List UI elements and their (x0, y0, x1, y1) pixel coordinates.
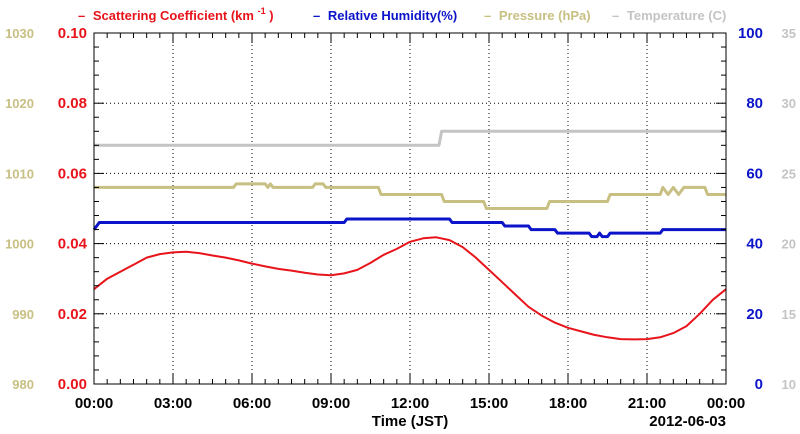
humidity-tick-label: 80 (746, 95, 763, 112)
series-layer (92, 129, 727, 341)
x-tick-label: 21:00 (628, 395, 666, 412)
x-axis-date: 2012-06-03 (649, 413, 726, 430)
pressure-tick-label: 1010 (5, 166, 34, 181)
scattering-axis-labels: 0.00 0.02 0.04 0.06 0.08 0.10 (58, 25, 88, 393)
legend-humidity-label: Relative Humidity(%) (328, 8, 457, 23)
pressure-tick-label: 1020 (5, 96, 34, 111)
legend-scattering: – Scattering Coefficient (km -1 ) (78, 2, 274, 23)
x-tick-label: 12:00 (391, 395, 429, 412)
temperature-tick-label: 25 (782, 166, 796, 181)
legend-temperature-label: Temperature (C) (627, 8, 726, 23)
pressure-series-line (94, 182, 726, 210)
x-tick-label: 06:00 (233, 395, 271, 412)
x-axis-tick-labels: 00:00 03:00 06:00 09:00 12:00 15:00 18:00 21:00… (75, 395, 745, 412)
scattering-tick-label: 0.02 (58, 306, 87, 323)
x-axis-title: Time (JST) (372, 413, 448, 430)
x-tick-label: 00:00 (75, 395, 113, 412)
pressure-axis-labels: 980 990 1000 1010 1020 1030 (5, 26, 34, 392)
scattering-tick-label: 0.00 (58, 376, 87, 393)
humidity-tick-label: 40 (746, 236, 763, 253)
legend-pressure-label: Pressure (hPa) (499, 8, 591, 23)
temperature-series-line (94, 129, 726, 147)
x-tick-label: 15:00 (470, 395, 508, 412)
legend-humidity-dash: – (313, 8, 320, 23)
scattering-series-line (93, 236, 727, 341)
legend-temperature-dash: – (612, 8, 619, 23)
scattering-tick-label: 0.04 (58, 236, 88, 253)
humidity-tick-label: 100 (738, 25, 763, 42)
scattering-tick-label: 0.06 (58, 165, 87, 182)
x-tick-label: 00:00 (707, 395, 745, 412)
legend-scattering-suffix: ) (269, 8, 273, 23)
ticks (93, 32, 727, 385)
pressure-tick-label: 1000 (5, 237, 34, 252)
scattering-tick-label: 0.10 (58, 25, 87, 42)
temperature-tick-label: 10 (782, 377, 796, 392)
temperature-tick-label: 15 (782, 307, 796, 322)
temperature-tick-label: 30 (782, 96, 796, 111)
legend-scattering-dash: – (78, 8, 85, 23)
pressure-tick-label: 1030 (5, 26, 34, 41)
humidity-series-line (92, 217, 726, 239)
x-tick-label: 03:00 (154, 395, 192, 412)
pressure-tick-label: 990 (12, 307, 34, 322)
legend-humidity: – Relative Humidity(%) (313, 8, 457, 23)
legend-scattering-prefix: Scattering Coefficient (km (93, 8, 254, 23)
legend-pressure: – Pressure (hPa) (484, 8, 591, 23)
pressure-tick-label: 980 (12, 377, 34, 392)
legend-temperature: – Temperature (C) (612, 8, 726, 23)
temperature-axis-labels: 10 15 20 25 30 35 (782, 26, 796, 392)
grid (94, 33, 726, 384)
humidity-axis-labels: 0 20 40 60 80 100 (738, 25, 763, 393)
scattering-tick-label: 0.08 (58, 95, 87, 112)
temperature-tick-label: 20 (782, 237, 796, 252)
humidity-tick-label: 0 (755, 376, 763, 393)
temperature-tick-label: 35 (782, 26, 796, 41)
x-tick-label: 18:00 (549, 395, 587, 412)
humidity-tick-label: 20 (746, 306, 763, 323)
legend-scattering-sup: -1 (258, 6, 266, 16)
x-tick-label: 09:00 (312, 395, 350, 412)
legend-pressure-dash: – (484, 8, 491, 23)
humidity-tick-label: 60 (746, 165, 763, 182)
legend: – Scattering Coefficient (km -1 ) – Rela… (78, 2, 726, 23)
